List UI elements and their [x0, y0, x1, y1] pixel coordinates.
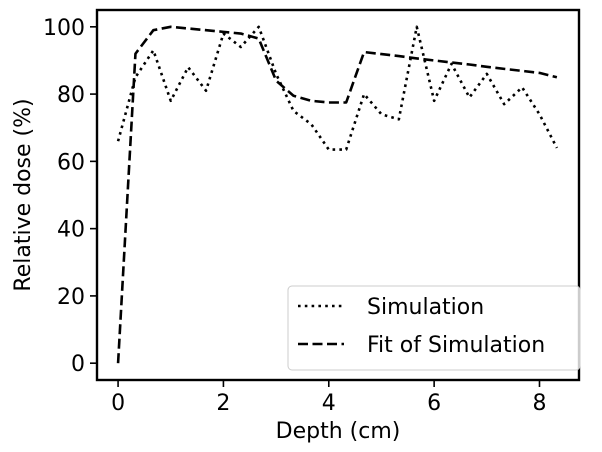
series-line-simulation — [116, 25, 559, 151]
y-tick-label: 80 — [57, 83, 85, 108]
y-tick-label: 20 — [57, 285, 85, 310]
plot-frame — [95, 8, 581, 382]
axes-layer — [95, 8, 581, 382]
x-axis-label: Depth (cm) — [276, 419, 401, 444]
x-tick-label: 6 — [427, 391, 441, 416]
x-tick-label: 8 — [532, 391, 546, 416]
legend: Simulation Fit of Simulation — [287, 285, 581, 371]
x-tick-label: 4 — [322, 391, 336, 416]
y-tick-label: 40 — [57, 218, 85, 243]
y-tick-label: 0 — [71, 352, 85, 377]
x-tick-label: 0 — [111, 391, 125, 416]
y-tick-label: 60 — [57, 150, 85, 175]
series-layer — [116, 25, 559, 364]
x-tick-label: 2 — [216, 391, 230, 416]
legend-label-fit-of-simulation: Fit of Simulation — [367, 333, 545, 358]
y-tick-label: 100 — [43, 16, 85, 41]
legend-label-simulation: Simulation — [367, 295, 484, 320]
series-line-fit-of-simulation — [116, 25, 558, 364]
y-axis-label: Relative dose (%) — [11, 98, 36, 291]
legend-box — [287, 285, 581, 371]
